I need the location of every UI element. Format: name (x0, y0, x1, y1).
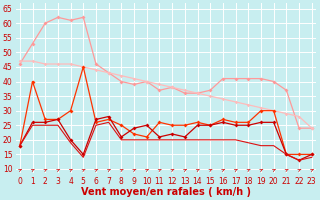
X-axis label: Vent moyen/en rafales ( km/h ): Vent moyen/en rafales ( km/h ) (81, 187, 251, 197)
